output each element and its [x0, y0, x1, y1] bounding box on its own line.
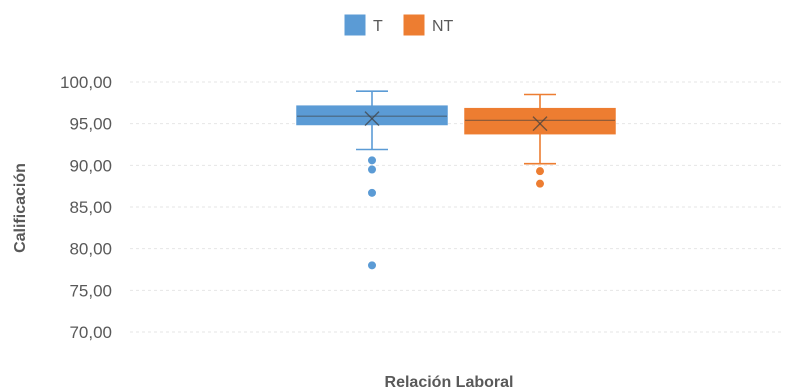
x-axis-title: Relación Laboral — [385, 374, 514, 390]
legend-swatch-t — [344, 14, 366, 36]
y-tick-label: 90,00 — [69, 156, 112, 175]
legend-swatch-nt — [403, 14, 425, 36]
y-tick-label: 75,00 — [69, 281, 112, 300]
y-tick-label: 70,00 — [69, 323, 112, 342]
legend-item-nt: NT — [403, 14, 454, 36]
mean-marker — [532, 116, 548, 132]
legend-item-t: T — [344, 14, 383, 36]
y-tick-label: 95,00 — [69, 115, 112, 134]
gridlines — [130, 81, 782, 333]
legend: T NT — [344, 14, 454, 36]
y-tick-label: 85,00 — [69, 198, 112, 217]
outlier-point — [368, 156, 376, 165]
mean-marker — [364, 111, 380, 127]
y-tick-label: 100,00 — [60, 73, 112, 92]
y-axis-title: Calificación — [12, 163, 29, 253]
y-tick-label: 80,00 — [69, 240, 112, 259]
legend-label-t: T — [373, 18, 383, 35]
legend-label-nt: NT — [432, 18, 454, 35]
outlier-point — [368, 165, 376, 174]
box-t — [296, 90, 448, 270]
box-iqr — [296, 105, 448, 126]
outlier-point — [368, 261, 376, 270]
box-nt — [464, 93, 616, 188]
outlier-point — [536, 167, 544, 176]
outlier-point — [536, 179, 544, 188]
outlier-point — [368, 188, 376, 197]
y-axis-tick-labels: 70,00 75,00 80,00 85,00 90,00 95,00 100,00 — [60, 73, 112, 342]
box-series — [296, 90, 616, 270]
box-iqr — [464, 107, 616, 135]
